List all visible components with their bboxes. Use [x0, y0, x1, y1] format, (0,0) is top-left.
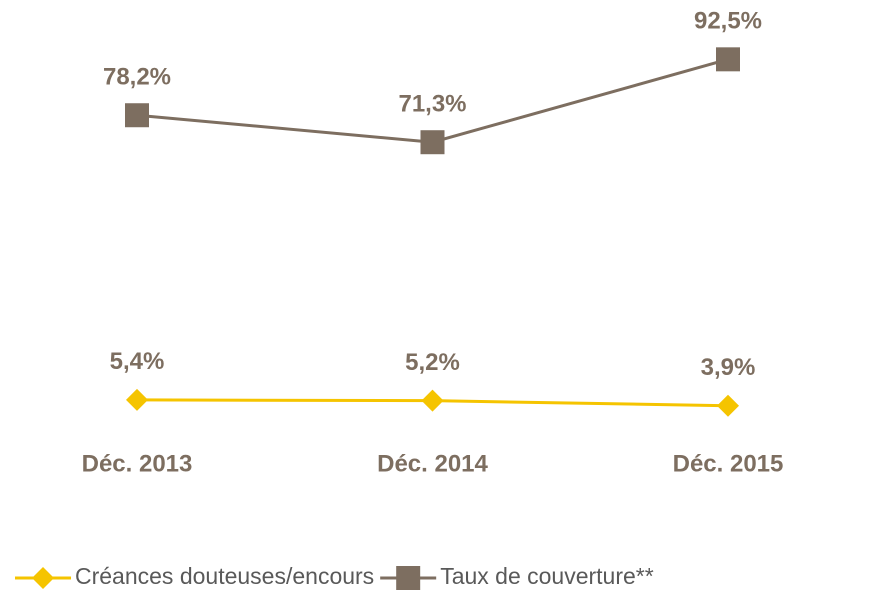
x-tick-label: Déc. 2015 [673, 450, 784, 477]
data-point [717, 394, 739, 417]
data-label: 5,2% [405, 349, 460, 376]
data-label: 78,2% [103, 64, 171, 91]
x-tick-label: Déc. 2013 [82, 450, 193, 477]
x-tick-label: Déc. 2014 [377, 450, 488, 477]
data-point [126, 388, 148, 411]
data-label: 71,3% [398, 91, 466, 118]
data-point [420, 130, 445, 155]
legend-label: Taux de couverture** [440, 563, 654, 589]
legend-marker [32, 567, 54, 589]
data-label: 92,5% [694, 8, 762, 35]
data-point [716, 47, 740, 72]
legend-label: Créances douteuses/encours [75, 563, 374, 589]
data-point [125, 103, 149, 128]
data-label: 3,9% [701, 354, 756, 381]
legend-marker [396, 566, 421, 590]
data-label: 5,4% [110, 348, 165, 375]
data-point [421, 389, 444, 412]
